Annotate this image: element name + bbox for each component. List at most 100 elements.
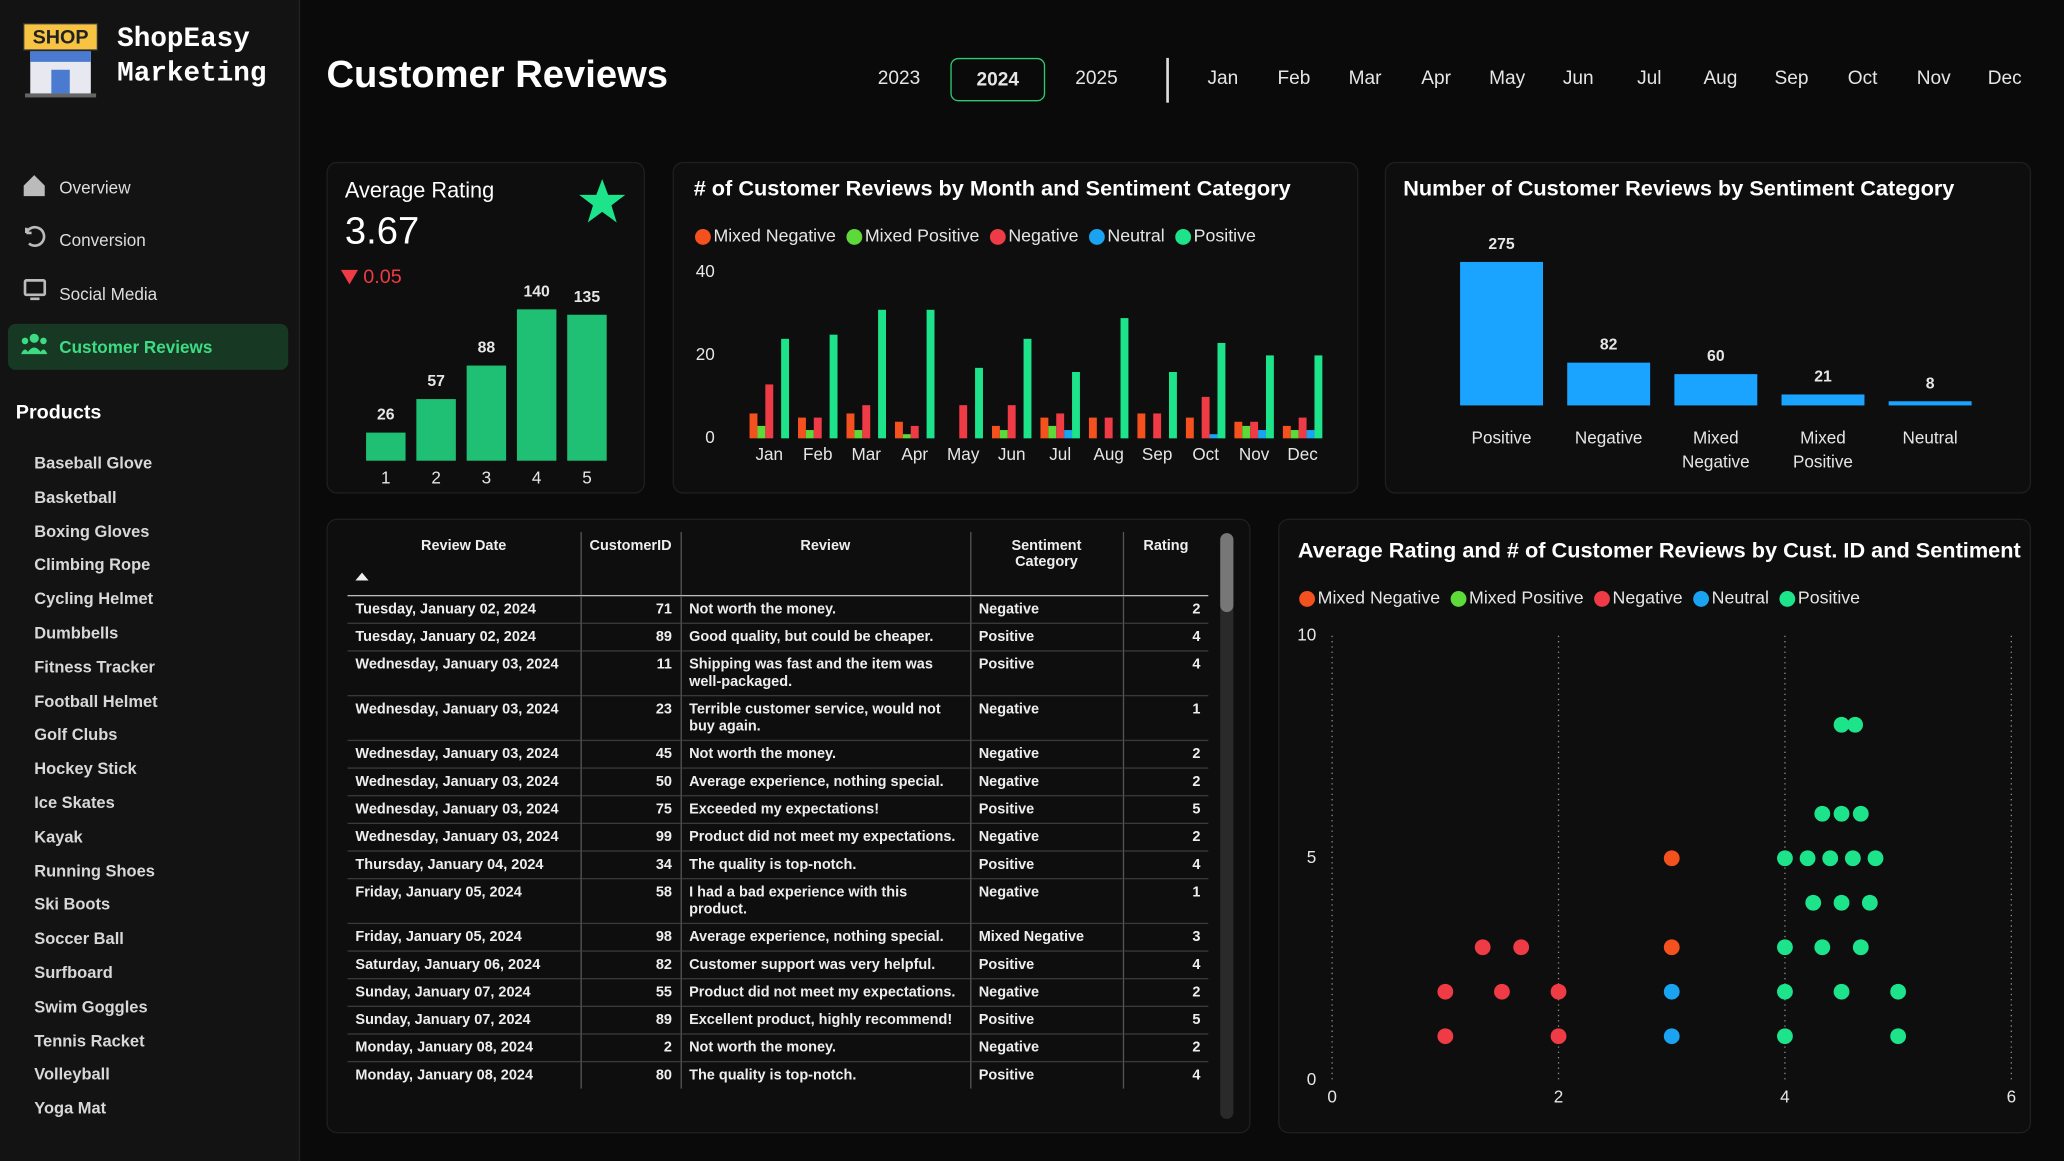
table-cell: Monday, January 08, 2024 [347,1033,581,1062]
table-cell: Exceeded my expectations! [679,795,971,824]
sort-shape [355,572,369,581]
review-table: Review Date CustomerID Review Sentiment Cat… [347,531,1209,1119]
table-cell: 45 [579,739,681,769]
year-button[interactable]: 2023 [877,68,921,90]
table-cell: 5 [1122,1005,1209,1034]
table-cell: Negative [969,767,1123,796]
table-cell: Negative [969,739,1123,769]
table-cell: 2 [579,1033,681,1062]
table-head: Review Date CustomerID Review Sentiment Cat… [347,531,1209,597]
product-item[interactable]: Running Shoes [34,861,155,881]
table-cell: 34 [579,850,681,879]
page-title: Customer Reviews [326,53,669,97]
table-cell: 5 [1122,795,1209,824]
table-cell: Positive [969,950,1123,979]
table-cell: Good quality, but could be cheaper. [679,622,971,651]
month-button[interactable]: Jul [1637,68,1662,90]
product-item[interactable]: Baseball Glove [34,454,153,473]
table-cell: 3 [1122,922,1209,952]
year-button[interactable]: 2025 [1075,68,1118,90]
table-cell: 11 [579,650,681,696]
product-item[interactable]: Volleyball [34,1065,110,1084]
logo-base [25,93,97,98]
table-cell: The quality is top-notch. [679,1060,971,1089]
product-item[interactable]: Yoga Mat [34,1099,107,1118]
product-item[interactable]: Basketball [34,488,117,507]
table-cell: 71 [579,594,681,624]
table-cell: 4 [1122,650,1209,696]
month-button[interactable]: Oct [1847,68,1878,90]
month-button[interactable]: May [1489,68,1526,90]
column-header[interactable]: Review [679,531,971,597]
nav-item[interactable]: Overview [59,177,131,198]
table-cell: Shipping was fast and the item was well-… [679,650,971,696]
column-header[interactable]: Review Date [347,531,581,597]
nav-item[interactable]: Conversion [59,230,146,251]
icon-reviews [40,337,47,345]
product-item[interactable]: Ski Boots [34,895,111,915]
table-cell: Not worth the money. [679,739,971,769]
table-cell: 50 [579,767,681,796]
product-item[interactable]: Football Helmet [34,691,158,711]
brand-line: ShopEasy [117,25,250,56]
column-header[interactable]: CustomerID [579,531,681,597]
month-button[interactable]: Aug [1703,68,1738,90]
table-cell: Negative [969,978,1123,1007]
scrollbar-thumb[interactable] [1220,533,1234,613]
product-item[interactable]: Surfboard [34,963,113,982]
product-item[interactable]: Dumbbells [34,623,119,643]
kpi-star [579,179,626,223]
nav-item[interactable]: Social Media [59,284,158,305]
table-row: Monday, January 08, 2024 80 The quality is… [347,1060,1209,1089]
product-item[interactable]: Climbing Rope [34,556,151,575]
table-cell: Mixed Negative [969,922,1123,952]
product-item[interactable]: Tennis Racket [34,1031,145,1050]
icon-conversion [25,225,46,247]
sort-arrow[interactable] [354,571,370,582]
product-item[interactable]: Fitness Tracker [34,657,155,677]
month-button[interactable]: Dec [1987,68,2022,90]
table-cell: 1 [1122,695,1209,741]
table-cell: Positive [969,1060,1123,1089]
column-header[interactable]: Rating [1122,531,1209,597]
month-button[interactable]: Jan [1207,68,1239,90]
table-row: Wednesday, January 03, 2024 45 Not worth t… [347,739,1209,769]
product-item[interactable]: Boxing Gloves [34,522,150,541]
table-cell: 80 [579,1060,681,1089]
kpi-change: 0.05 [363,265,402,289]
chart-card [1278,518,2032,1134]
product-item[interactable]: Swim Goggles [34,997,148,1016]
chart-card [672,161,1359,494]
month-button[interactable]: Sep [1774,68,1809,90]
product-item[interactable]: Hockey Stick [34,759,137,779]
table-row: Saturday, January 06, 2024 82 Customer sup… [347,950,1209,979]
sidebar: SHOP ShopEasy Marketing Overview Convers… [0,0,301,1161]
month-button[interactable]: Feb [1277,68,1311,90]
product-item[interactable]: Golf Clubs [34,725,118,745]
column-header[interactable]: Sentiment Category [969,531,1123,597]
x-tick-label: Mixed Positive [1793,427,1853,472]
table-cell: 82 [579,950,681,979]
year-button-active[interactable]: 2024 [950,57,1046,102]
table-cell: Monday, January 08, 2024 [347,1060,581,1089]
table-cell: Customer support was very helpful. [679,950,971,979]
logo-text: SHOP [33,26,89,48]
scrollbar-track [1220,533,1234,1119]
nav-item-active[interactable]: Customer Reviews [59,336,213,357]
table-cell: 2 [1122,739,1209,769]
month-button[interactable]: Jun [1562,68,1594,90]
table-cell: 2 [1122,594,1209,624]
table-cell: Sunday, January 07, 2024 [347,978,581,1007]
table-row: Wednesday, January 03, 2024 99 Product did… [347,822,1209,852]
month-button[interactable]: Apr [1421,68,1451,90]
product-item[interactable]: Kayak [34,827,83,847]
table-cell: Wednesday, January 03, 2024 [347,695,581,741]
product-item[interactable]: Soccer Ball [34,929,124,949]
product-item[interactable]: Cycling Helmet [34,589,154,609]
month-button[interactable]: Mar [1348,68,1382,90]
table-cell: Thursday, January 04, 2024 [347,850,581,879]
product-item[interactable]: Ice Skates [34,793,115,813]
month-button[interactable]: Nov [1916,68,1951,90]
arrow-shape [340,269,359,285]
table: Review Date CustomerID Review Sentiment Cat… [347,531,1209,1089]
